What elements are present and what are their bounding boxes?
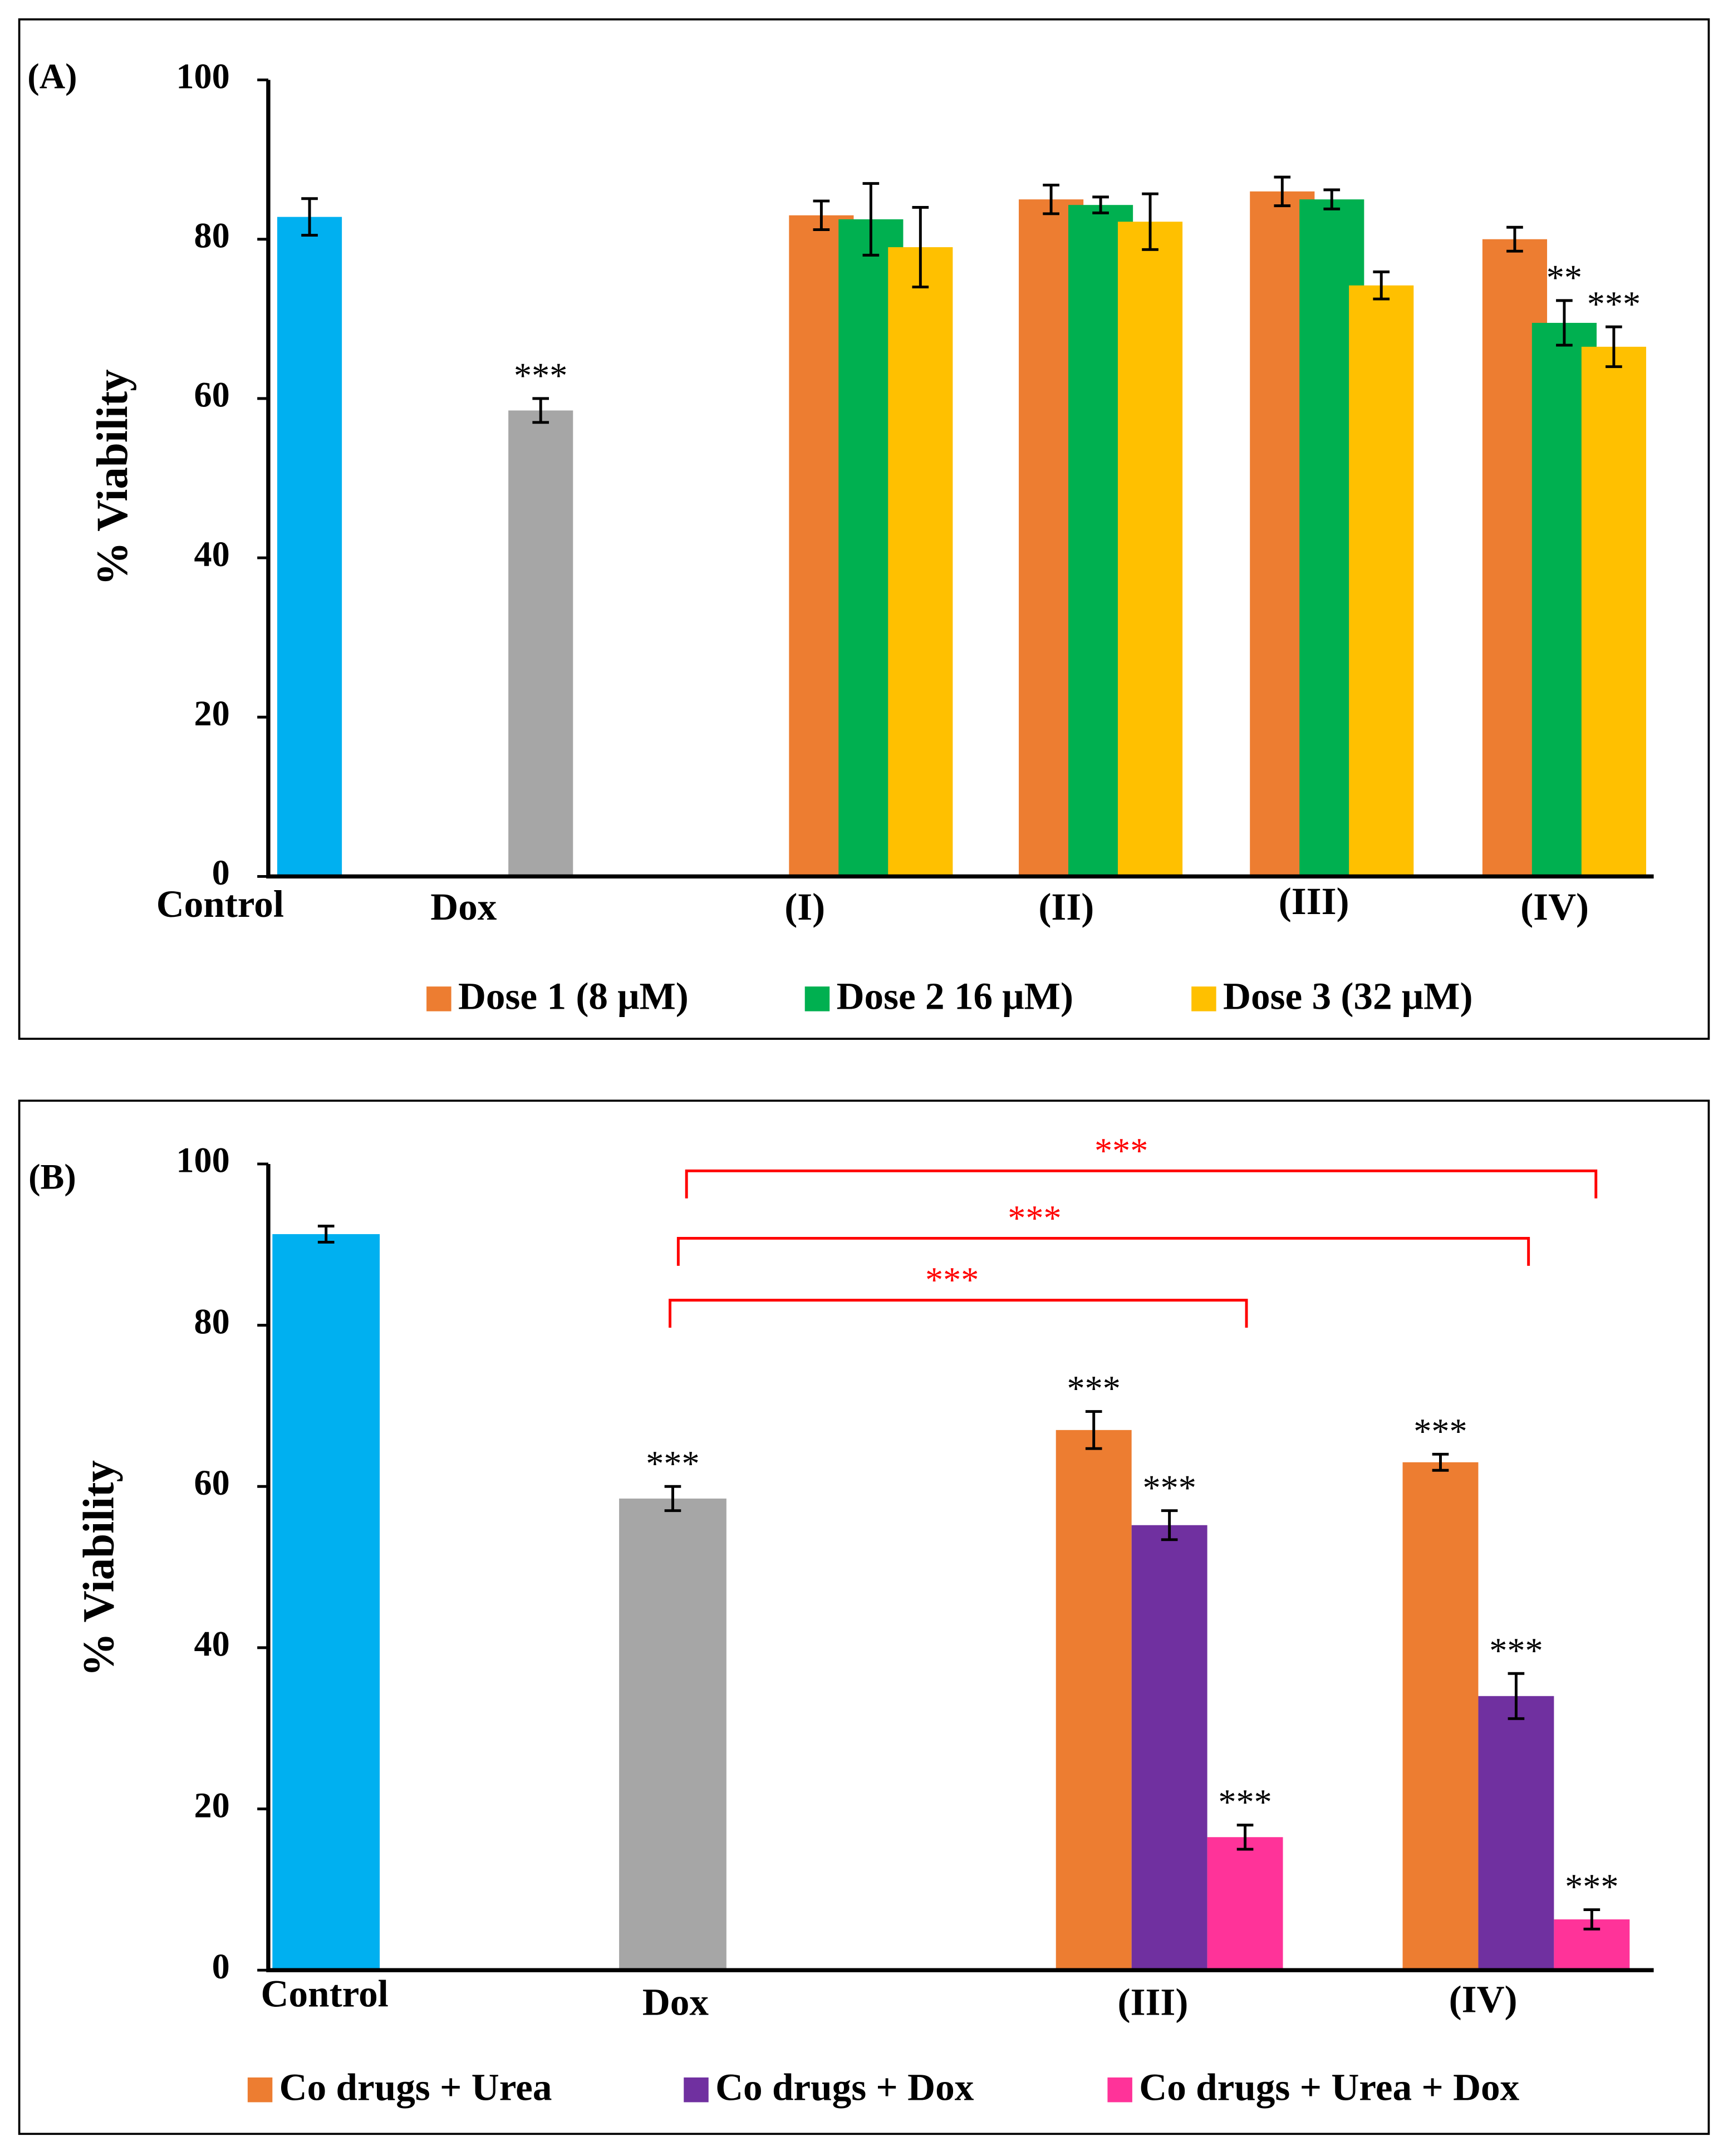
error-bar: [1043, 183, 1059, 215]
error-bar: [1092, 195, 1109, 214]
error-bar: [1556, 299, 1573, 347]
legend-label: Co drugs + Urea: [279, 2066, 552, 2109]
bar: [1056, 1430, 1132, 1971]
error-bar: [317, 1224, 335, 1244]
error-bar: [1583, 1908, 1601, 1931]
x-tick-label: (I): [784, 885, 825, 928]
y-tick-label: 0: [212, 853, 230, 892]
panel-frame: [18, 18, 1710, 1040]
legend-swatch: [1191, 986, 1216, 1011]
error-bar: [1236, 1824, 1254, 1851]
y-tick-label: 60: [194, 375, 229, 415]
bar: [1581, 346, 1646, 877]
x-tick-label: (III): [1118, 1980, 1189, 2023]
significance-bracket: [685, 1169, 1598, 1199]
error-bar: [1274, 175, 1291, 208]
error-bar: [532, 397, 549, 424]
legend-swatch: [1107, 2077, 1132, 2103]
y-tick-label: 20: [194, 694, 229, 733]
bar: [277, 217, 342, 877]
bar: [1478, 1696, 1554, 1971]
y-tick-label: 40: [194, 1624, 229, 1664]
significance-label: ***: [1413, 1411, 1467, 1451]
bar: [1402, 1462, 1479, 1971]
y-tick-label: 100: [176, 56, 229, 96]
error-bar: [1606, 325, 1622, 369]
legend-swatch: [684, 2077, 709, 2103]
axes: [266, 80, 1654, 879]
error-bar: [301, 197, 318, 237]
error-bar: [1142, 192, 1158, 251]
y-tick-label: 40: [194, 534, 229, 574]
bracket-label: ***: [1008, 1199, 1061, 1238]
bracket-label: ***: [925, 1260, 979, 1300]
y-tick-label: 60: [194, 1463, 229, 1502]
panel-label: (B): [28, 1157, 76, 1196]
x-tick-label: Control: [156, 882, 284, 925]
bar: [1349, 285, 1414, 877]
bar: [272, 1234, 380, 1971]
significance-label: ***: [514, 356, 567, 395]
y-tick-label: 100: [176, 1141, 229, 1180]
x-tick-label: Control: [261, 1972, 389, 2015]
legend-label: Dose 1 (8 μM): [458, 975, 689, 1018]
y-tick-label: 80: [194, 215, 229, 255]
bar: [508, 410, 573, 877]
bar: [1117, 222, 1183, 877]
x-tick-label: (III): [1279, 880, 1349, 922]
significance-label: ***: [1587, 284, 1641, 323]
axes: [266, 1163, 1654, 1972]
legend-label: Dose 2 16 μM): [837, 975, 1073, 1018]
y-axis-title: % Viability: [89, 369, 137, 586]
legend-label: Co drugs + Dox: [715, 2066, 974, 2109]
x-tick-label: (IV): [1449, 1977, 1518, 2020]
error-bar: [1506, 225, 1523, 253]
error-bar: [1373, 270, 1390, 301]
error-bar: [1323, 188, 1341, 210]
panel-frame: [18, 1099, 1710, 2135]
y-tick-label: 0: [212, 1947, 230, 1986]
legend-swatch: [247, 2077, 273, 2103]
significance-label: ***: [646, 1443, 699, 1483]
bar: [1207, 1837, 1283, 1971]
significance-label: ***: [1218, 1782, 1272, 1822]
significance-label: ***: [1067, 1369, 1121, 1408]
bar: [619, 1498, 726, 1971]
error-bar: [1432, 1452, 1449, 1472]
legend-swatch: [426, 986, 451, 1011]
significance-label: ***: [1142, 1468, 1196, 1507]
error-bar: [912, 206, 929, 289]
legend-label: Co drugs + Urea + Dox: [1139, 2066, 1519, 2109]
significance-label: **: [1547, 258, 1582, 297]
y-axis-title: % Viability: [75, 1460, 123, 1677]
legend-label: Dose 3 (32 μM): [1223, 975, 1472, 1018]
panel-label: (A): [27, 56, 77, 96]
significance-label: ***: [1565, 1867, 1618, 1907]
error-bar: [862, 182, 880, 257]
bar: [888, 247, 953, 877]
y-tick-label: 20: [194, 1785, 229, 1825]
error-bar: [664, 1485, 681, 1512]
x-tick-label: Dox: [642, 1980, 709, 2023]
x-tick-label: (IV): [1520, 885, 1589, 928]
error-bar: [813, 199, 830, 232]
x-tick-label: Dox: [430, 885, 497, 928]
error-bar: [1161, 1509, 1178, 1541]
bar: [1131, 1525, 1207, 1971]
y-tick-label: 80: [194, 1302, 229, 1341]
x-tick-label: (II): [1038, 885, 1094, 928]
error-bar: [1085, 1410, 1102, 1450]
legend-swatch: [804, 986, 830, 1011]
significance-bracket: [669, 1299, 1248, 1328]
significance-label: ***: [1489, 1630, 1543, 1670]
bracket-label: ***: [1094, 1131, 1148, 1170]
error-bar: [1508, 1672, 1525, 1720]
significance-bracket: [676, 1236, 1530, 1266]
